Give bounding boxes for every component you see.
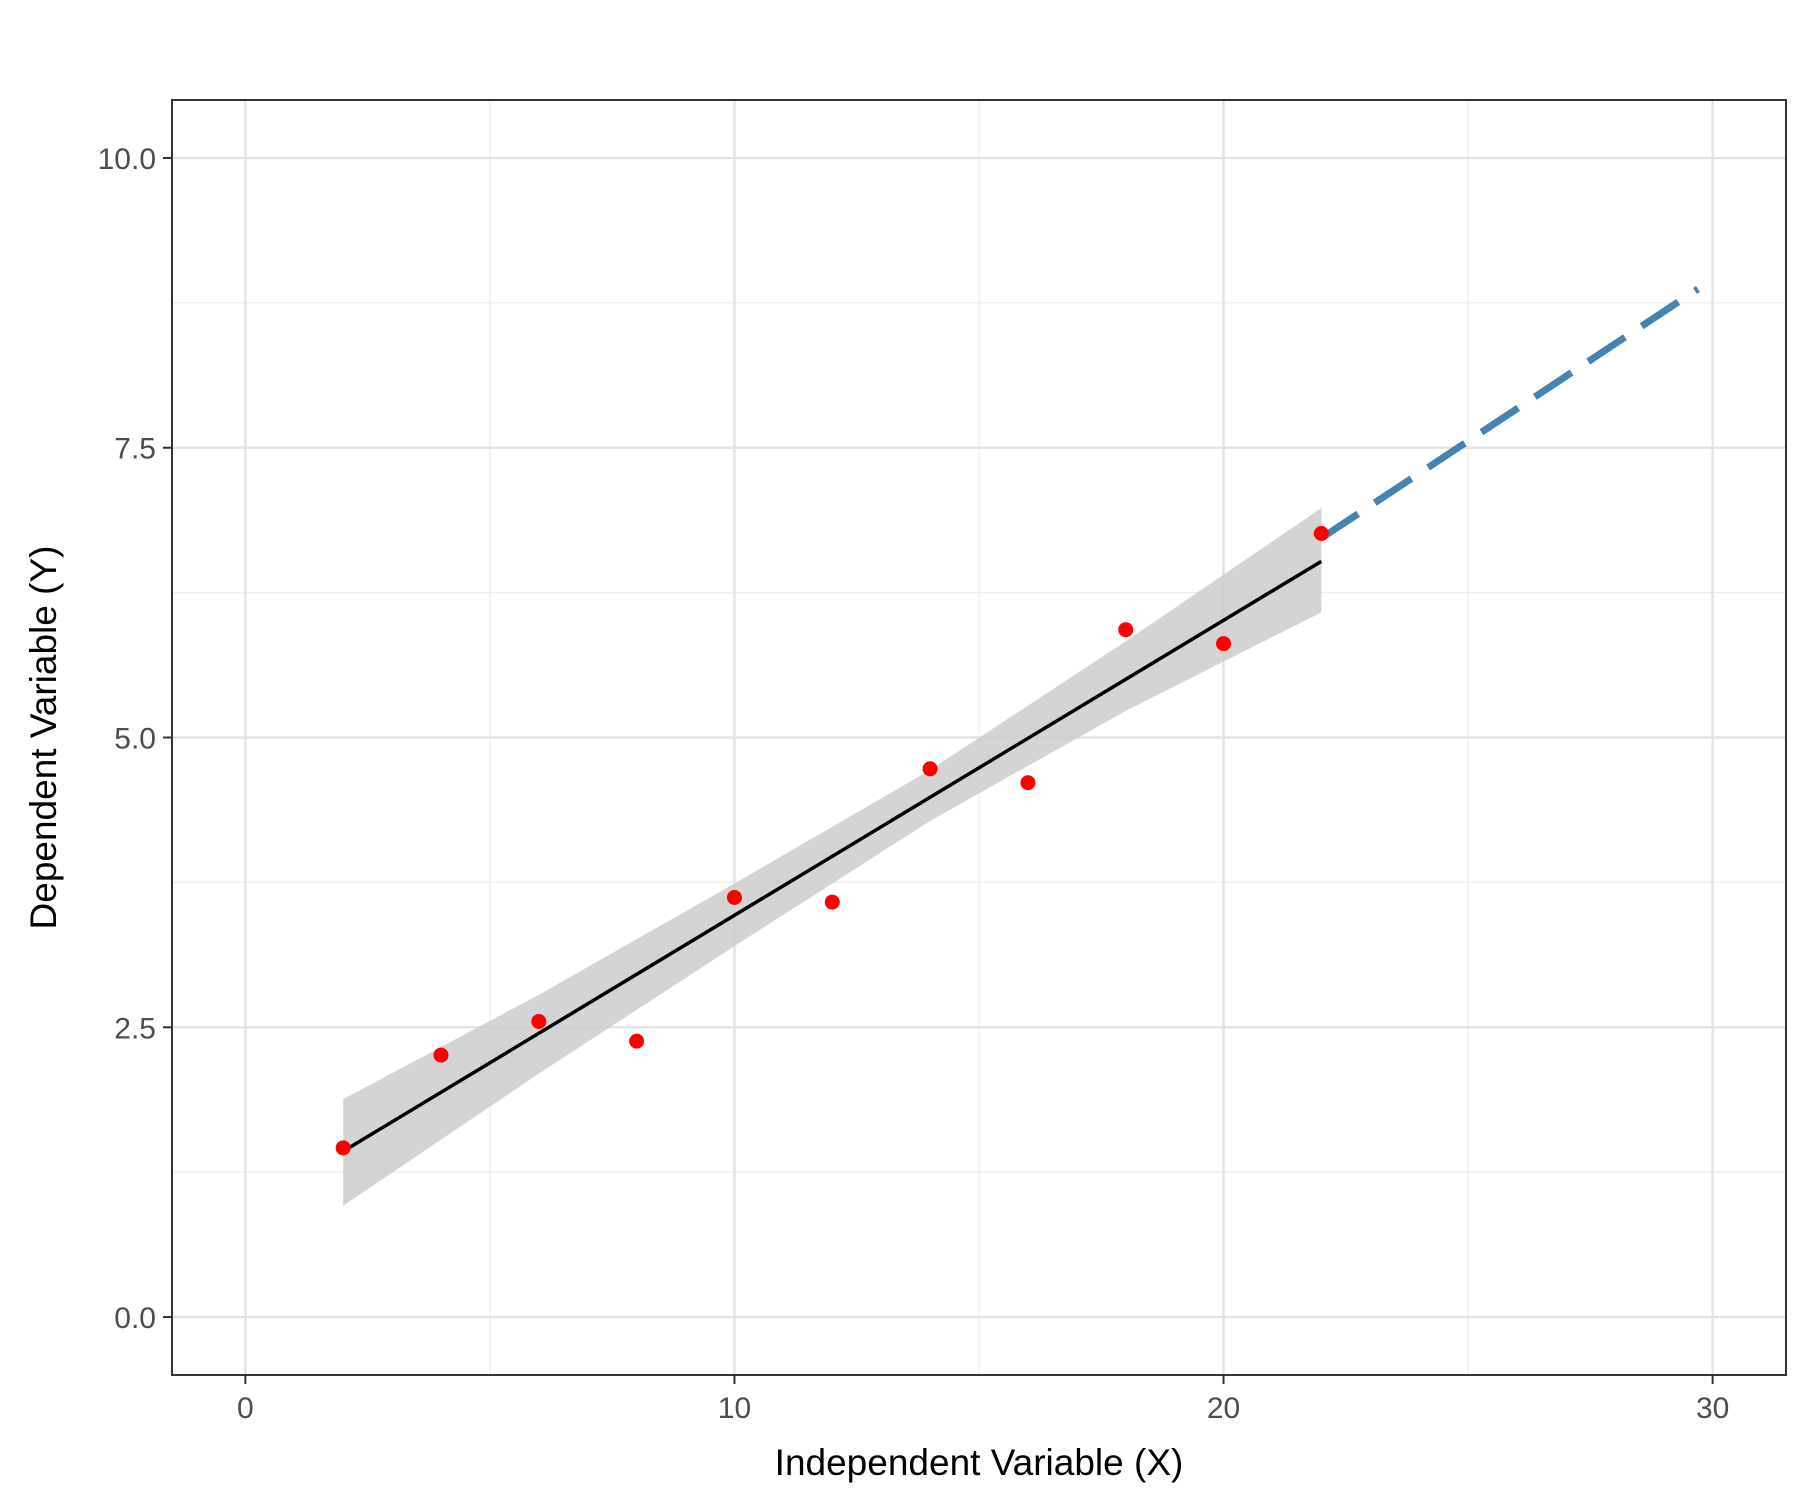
x-tick-label: 30 — [1696, 1392, 1729, 1425]
data-point — [629, 1033, 645, 1049]
extrapolation-dashed-line — [1319, 286, 1700, 542]
data-point — [531, 1013, 547, 1029]
x-tick-label: 10 — [718, 1392, 751, 1425]
y-tick-label: 7.5 — [114, 433, 156, 466]
data-point — [824, 894, 840, 910]
y-tick-label: 0.0 — [114, 1302, 156, 1335]
data-point — [726, 889, 742, 905]
x-axis-label: Independent Variable (X) — [775, 1442, 1184, 1483]
x-tick-label: 0 — [237, 1392, 254, 1425]
data-point — [1313, 526, 1329, 541]
data-point — [335, 1140, 351, 1156]
data-point — [433, 1047, 449, 1063]
x-tick-label: 20 — [1207, 1392, 1240, 1425]
y-tick-label: 5.0 — [114, 723, 156, 756]
regression-fit-line — [342, 559, 1323, 1153]
data-point — [1020, 775, 1036, 791]
data-point — [1118, 622, 1134, 638]
y-axis-label: Dependent Variable (Y) — [23, 546, 64, 930]
y-tick-label: 2.5 — [114, 1012, 156, 1045]
data-point — [922, 761, 938, 777]
y-tick-label: 10.0 — [98, 143, 156, 176]
data-point — [1216, 636, 1232, 652]
